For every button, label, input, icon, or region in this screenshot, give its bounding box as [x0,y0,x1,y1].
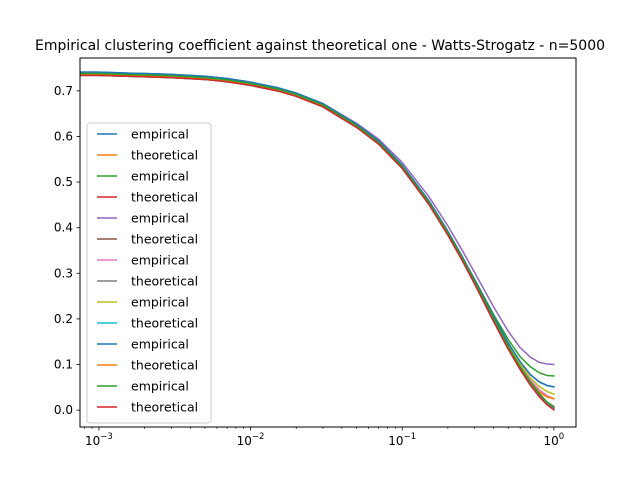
y-tick-label: 0.6 [54,129,73,143]
legend: empirical theoretical empirical theoretical… [86,122,212,424]
y-tick-label: 0.0 [54,403,73,417]
y-tick-label: 0.5 [54,175,73,189]
series-layer [80,71,555,411]
y-tick-label: 0.7 [54,84,73,98]
legend-label-8: theoretical [131,274,198,289]
legend-label-9: empirical [131,295,189,310]
y-tick-label: 0.4 [54,221,73,235]
legend-label-12: theoretical [131,358,198,373]
legend-label-14: theoretical [131,400,198,415]
legend-label-5: empirical [131,211,189,226]
plot-frame [79,57,577,428]
y-tick-label: 0.3 [54,266,73,280]
x-tick-label: 10−2 [237,432,265,448]
legend-label-1: empirical [131,127,189,142]
y-tick-label: 0.2 [54,312,73,326]
legend-label-2: theoretical [131,148,198,163]
legend-label-7: empirical [131,253,189,268]
y-tick-label: 0.1 [54,358,73,372]
x-tick-label: 10−1 [388,432,416,448]
legend-label-6: theoretical [131,232,198,247]
x-tick-label: 100 [543,432,564,448]
y-axis: 0.0 0.1 0.2 0.3 0.4 0.5 0.6 0.7 [54,84,80,417]
series-line-13-empirical [80,72,555,408]
chart-title: Empirical clustering coefficient against… [35,38,605,54]
x-tick-label: 10−3 [85,432,113,448]
legend-label-4: theoretical [131,190,198,205]
legend-label-3: empirical [131,169,189,184]
legend-label-11: empirical [131,337,189,352]
x-axis: 10−3 10−2 10−1 100 [83,427,564,448]
legend-label-10: theoretical [131,316,198,331]
legend-label-13: empirical [131,379,189,394]
legend-box [86,122,212,424]
series-line-14-theoretical [80,74,555,411]
series-line-11-empirical [80,71,555,388]
